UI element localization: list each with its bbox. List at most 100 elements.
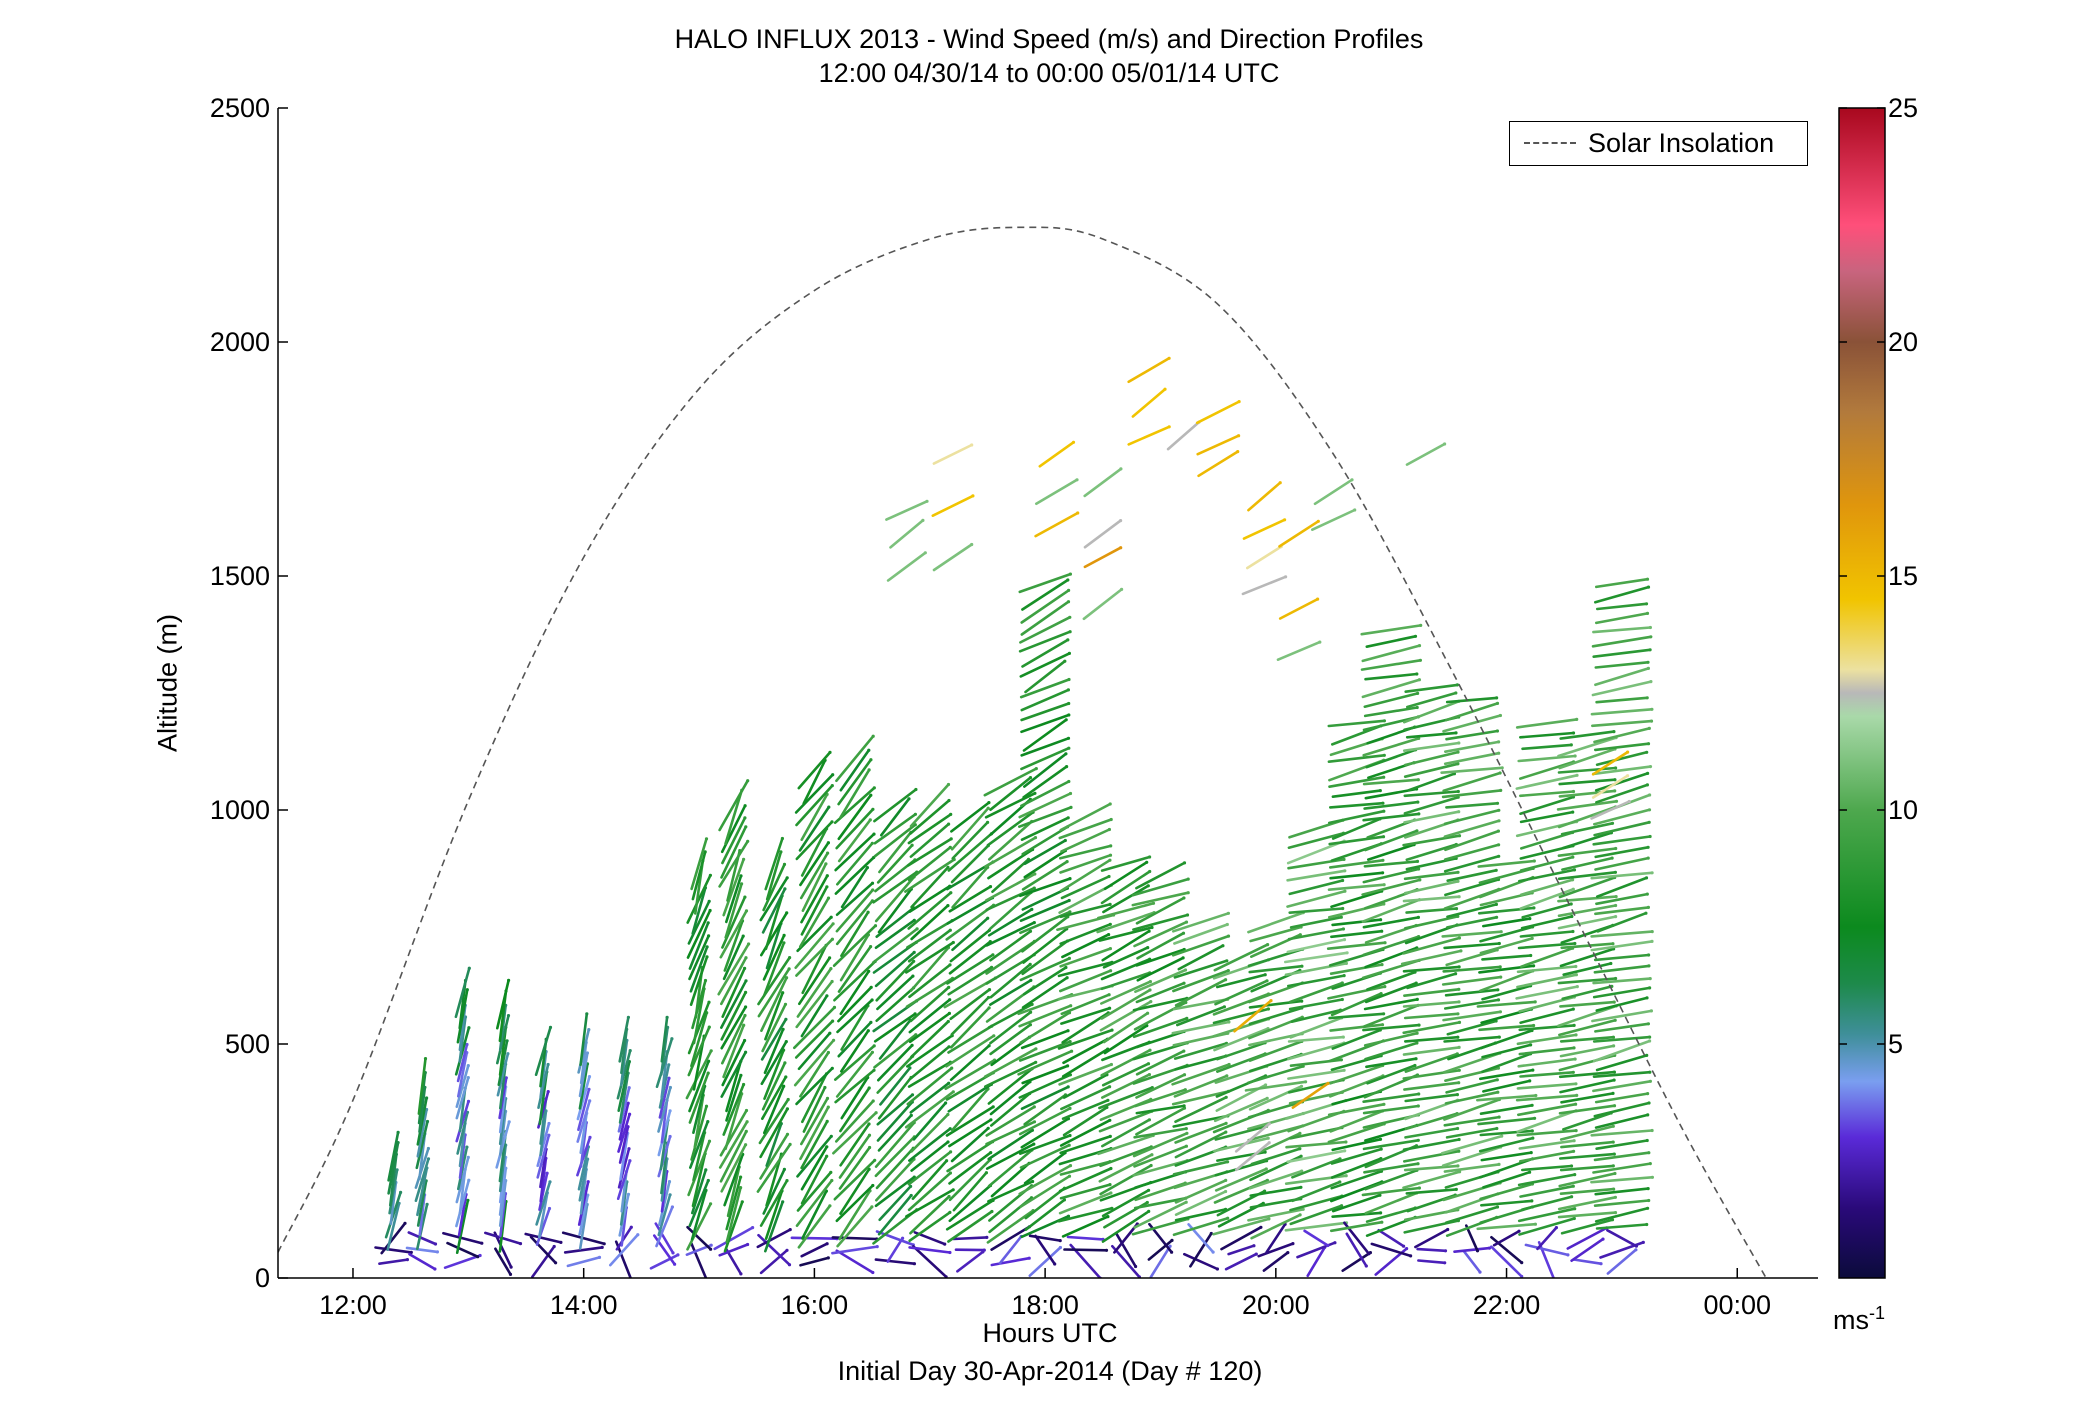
wind-barb [1521, 902, 1573, 919]
wind-barb [536, 1133, 551, 1179]
wind-barb-head [1107, 874, 1111, 879]
wind-barb-head [1067, 651, 1071, 656]
wind-barb-head [546, 1090, 550, 1094]
wind-barb [718, 779, 750, 832]
wind-barb-head [1627, 799, 1631, 804]
wind-barb-head [788, 1228, 792, 1232]
wind-barb [1083, 519, 1122, 549]
wind-barb [721, 816, 747, 865]
wind-barb [1197, 450, 1239, 478]
wind-barb [1059, 947, 1112, 968]
wind-barb-head [1648, 1079, 1652, 1083]
wind-barb [984, 836, 1037, 868]
wind-barb [910, 866, 950, 909]
wind-barb [1446, 1019, 1498, 1036]
wind-barb-head [947, 985, 951, 990]
wind-barb [690, 1011, 709, 1068]
wind-barb-head [1108, 853, 1113, 857]
wind-barb [690, 1189, 708, 1241]
wind-barb-head [1224, 1189, 1228, 1194]
wind-barb-head [1498, 771, 1502, 775]
wind-barb-head [1455, 1093, 1459, 1097]
wind-barb [876, 1054, 914, 1094]
wind-barb [1134, 968, 1187, 994]
wind-barb-head [671, 1251, 675, 1255]
wind-barb-head [1647, 1198, 1651, 1203]
wind-barb [834, 856, 876, 895]
wind-barb-head [1226, 969, 1230, 973]
wind-barb-head [1553, 1279, 1556, 1282]
wind-barb [951, 916, 990, 952]
wind-barb [1331, 1138, 1382, 1152]
wind-barb [1020, 736, 1070, 757]
wind-barb-head [1415, 1031, 1419, 1035]
wind-barb-head [1645, 783, 1649, 787]
wind-barb [1018, 1040, 1072, 1062]
wind-barb [796, 1171, 833, 1212]
wind-barb [765, 1122, 783, 1167]
wind-barb-head [781, 1027, 785, 1031]
x-tick-label: 18:00 [1011, 1290, 1079, 1320]
wind-barb [578, 1157, 589, 1202]
wind-barb [1442, 771, 1502, 793]
colorbar-tick-label: 10 [1888, 795, 1918, 825]
wind-barb [1594, 772, 1649, 792]
wind-barb-head [913, 1012, 917, 1016]
wind-barb [405, 1246, 439, 1254]
wind-barb [1590, 800, 1631, 820]
wind-barb-head [1417, 1092, 1421, 1096]
wind-barb-head [1064, 965, 1068, 970]
wind-barb-head [1148, 980, 1152, 984]
wind-barb [1059, 858, 1112, 893]
wind-barb-head [467, 1026, 471, 1030]
wind-barb [493, 1231, 513, 1269]
wind-barb-head [1457, 1149, 1461, 1153]
wind-barb [1361, 878, 1422, 896]
wind-barb [987, 1129, 1034, 1161]
wind-barb-head [828, 750, 832, 755]
wind-barb [837, 818, 872, 863]
wind-barb [1517, 942, 1577, 950]
wind-barb-head [1030, 907, 1034, 912]
wind-barb [840, 910, 870, 958]
wind-barb [1172, 997, 1229, 1011]
wind-barb-head [1182, 861, 1187, 865]
wind-barb-head [739, 1186, 743, 1190]
y-tick-label: 1500 [210, 561, 270, 591]
wind-barb [949, 1006, 991, 1049]
wind-barb [1242, 518, 1286, 540]
wind-barb-head [508, 1272, 513, 1276]
wind-barb [1364, 1169, 1419, 1191]
wind-barb-head [425, 1119, 430, 1124]
wind-barb [446, 1241, 480, 1258]
wind-barb [1476, 1000, 1537, 1008]
wind-barb [1442, 965, 1502, 973]
wind-barb-head [1610, 821, 1615, 825]
wind-barb [840, 866, 869, 909]
wind-barb-head [1185, 913, 1190, 917]
wind-barb-head [1650, 1175, 1654, 1179]
wind-barb [1132, 913, 1189, 931]
wind-barb [1098, 1110, 1154, 1133]
wind-barb [1135, 1030, 1186, 1049]
wind-barb [1172, 1160, 1229, 1176]
wind-barb-head [1419, 623, 1423, 628]
wind-barb-head [1614, 915, 1618, 919]
wind-barb [1244, 1080, 1307, 1092]
wind-barb-head [1382, 753, 1386, 757]
wind-barb [1172, 1216, 1229, 1237]
wind-barb [535, 1180, 552, 1226]
wind-barb [1062, 1106, 1109, 1137]
wind-barb-head [1571, 1070, 1575, 1074]
wind-barb [1174, 978, 1227, 1007]
wind-barb-head [1147, 929, 1151, 933]
x-tick-label: 14:00 [550, 1290, 618, 1320]
wind-barb [1330, 889, 1383, 909]
wind-barb [839, 1086, 871, 1133]
wind-barb [838, 1189, 872, 1241]
wind-barb [1286, 889, 1347, 908]
wind-barb-head [1612, 1000, 1616, 1004]
wind-barb [1403, 810, 1460, 824]
wind-barb-head [1382, 883, 1386, 887]
wind-barb-head [1647, 1151, 1651, 1155]
